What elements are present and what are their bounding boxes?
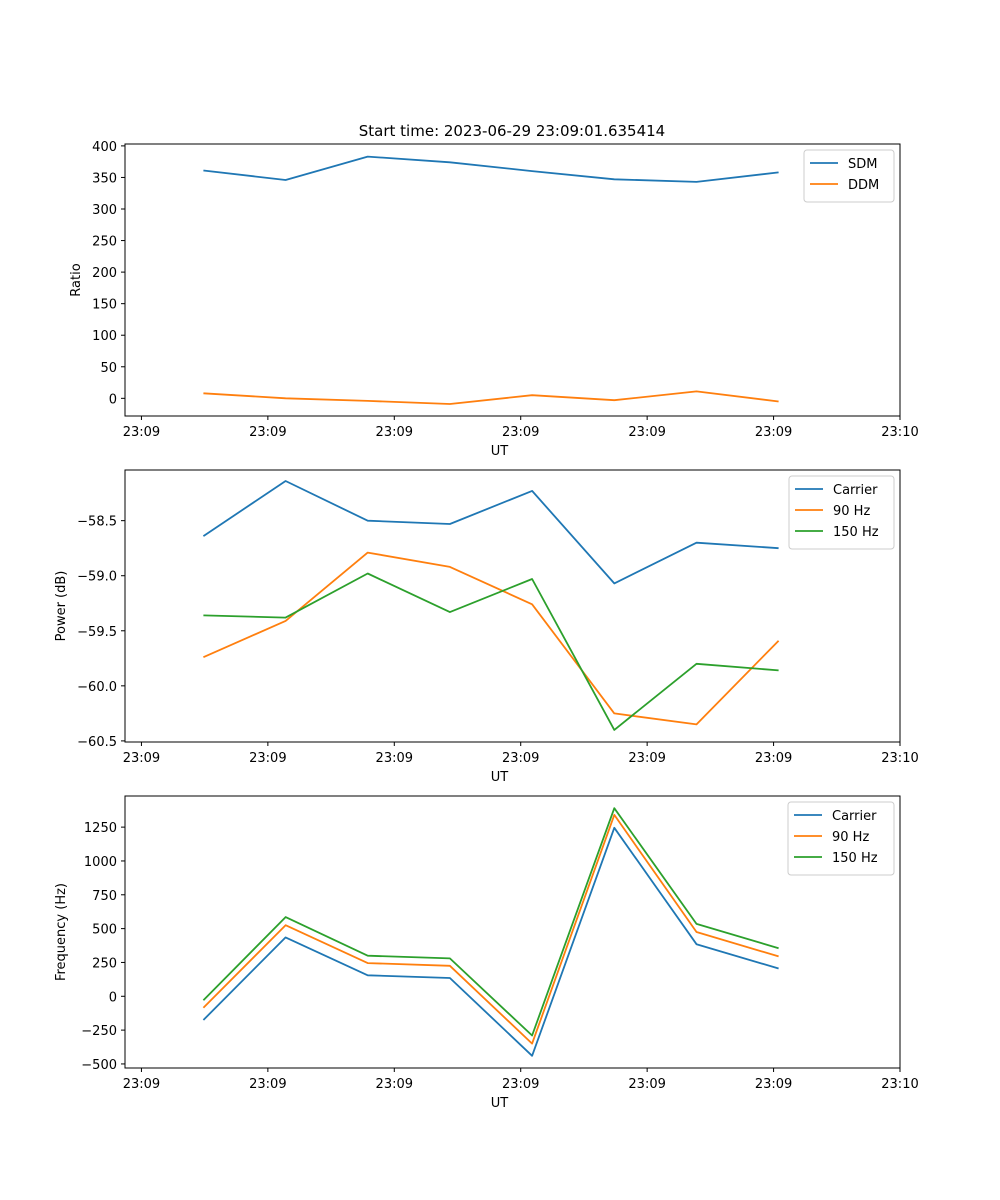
y-axis-label: Power (dB) — [54, 571, 69, 642]
charts-container: 23:09 23:09 23:09 23:09 23:09 23:09 23:10 0 50 10… — [54, 140, 919, 1111]
series-line-90-hz — [203, 551, 780, 726]
series-line-sdm — [203, 155, 779, 183]
x-tick-label: 23:09 — [628, 751, 665, 766]
legend-label: Carrier — [832, 809, 877, 824]
x-tick-label: 23:09 — [123, 751, 160, 766]
series-line-90-hz — [202, 814, 779, 1045]
figure-title: Start time: 2023-06-29 23:09:01.635414 — [359, 122, 665, 140]
x-tick-label: 23:09 — [755, 1077, 792, 1092]
y-tick-label: −59.5 — [77, 625, 117, 640]
y-tick-label: 750 — [92, 889, 117, 904]
x-axis-label: UT — [491, 1096, 509, 1111]
y-tick-label: −500 — [81, 1058, 117, 1073]
y-tick-label: −250 — [81, 1024, 117, 1039]
y-tick-label: 0 — [109, 990, 117, 1005]
y-tick-label: 50 — [100, 361, 117, 376]
y-axis-label: Frequency (Hz) — [54, 883, 69, 981]
x-tick-label: 23:09 — [628, 1077, 665, 1092]
y-axis-label: Ratio — [69, 263, 84, 296]
y-tick-label: 1000 — [84, 855, 117, 870]
y-tick-label: 350 — [92, 171, 117, 186]
x-tick-label: 23:09 — [123, 425, 160, 440]
chart-panel-1: 23:09 23:09 23:09 23:09 23:09 23:09 23:10 0 50 10… — [69, 140, 919, 459]
y-tick-label: 100 — [92, 329, 117, 344]
y-tick-label: 150 — [92, 298, 117, 313]
legend-label: DDM — [848, 178, 879, 193]
x-axis-label: UT — [491, 770, 509, 785]
legend-label: 150 Hz — [833, 525, 879, 540]
y-tick-label: −60.0 — [77, 680, 117, 695]
legend: SDM DDM — [803, 149, 895, 203]
legend: Carrier 90 Hz 150 Hz — [787, 801, 895, 876]
x-tick-label: 23:09 — [502, 751, 539, 766]
x-tick-label: 23:09 — [502, 1077, 539, 1092]
series-line-150-hz — [202, 807, 779, 1037]
axes-frame — [124, 143, 901, 417]
series-line-150-hz — [203, 572, 779, 731]
y-tick-label: 250 — [92, 956, 117, 971]
x-tick-label: 23:09 — [755, 751, 792, 766]
y-tick-label: 1250 — [84, 821, 117, 836]
x-tick-label: 23:09 — [755, 425, 792, 440]
x-tick-label: 23:09 — [376, 1077, 413, 1092]
x-tick-label: 23:09 — [249, 751, 286, 766]
series-line-carrier — [202, 480, 779, 585]
y-tick-label: 200 — [92, 266, 117, 281]
chart-panel-2: 23:09 23:09 23:09 23:09 23:09 23:09 23:10 −60.5… — [54, 469, 919, 785]
axes-frame — [124, 795, 901, 1069]
y-tick-label: 250 — [92, 235, 117, 250]
axes-frame — [124, 469, 901, 743]
legend-label: 90 Hz — [832, 830, 869, 845]
y-tick-label: 300 — [92, 203, 117, 218]
x-tick-label: 23:10 — [881, 425, 918, 440]
x-axis-label: UT — [491, 444, 509, 459]
series-line-carrier — [202, 826, 779, 1057]
y-tick-label: −60.5 — [77, 735, 117, 750]
legend-label: SDM — [848, 157, 877, 172]
legend-label: Carrier — [833, 483, 878, 498]
y-tick-label: −58.5 — [77, 515, 117, 530]
legend: Carrier 90 Hz 150 Hz — [788, 475, 895, 550]
x-tick-label: 23:09 — [249, 425, 286, 440]
legend-label: 90 Hz — [833, 504, 870, 519]
x-tick-label: 23:09 — [376, 425, 413, 440]
x-tick-label: 23:10 — [881, 751, 918, 766]
y-tick-label: 0 — [109, 392, 117, 407]
legend-label: 150 Hz — [832, 851, 878, 866]
y-tick-label: 500 — [92, 923, 117, 938]
y-tick-label: −59.0 — [77, 570, 117, 585]
x-tick-label: 23:09 — [502, 425, 539, 440]
x-tick-label: 23:09 — [376, 751, 413, 766]
series-line-ddm — [203, 390, 779, 405]
x-tick-label: 23:09 — [123, 1077, 160, 1092]
x-tick-label: 23:10 — [881, 1077, 918, 1092]
x-tick-label: 23:09 — [628, 425, 665, 440]
y-tick-label: 400 — [92, 140, 117, 155]
chart-panel-3: 23:09 23:09 23:09 23:09 23:09 23:09 23:10 −500 −… — [54, 795, 919, 1111]
x-tick-label: 23:09 — [249, 1077, 286, 1092]
